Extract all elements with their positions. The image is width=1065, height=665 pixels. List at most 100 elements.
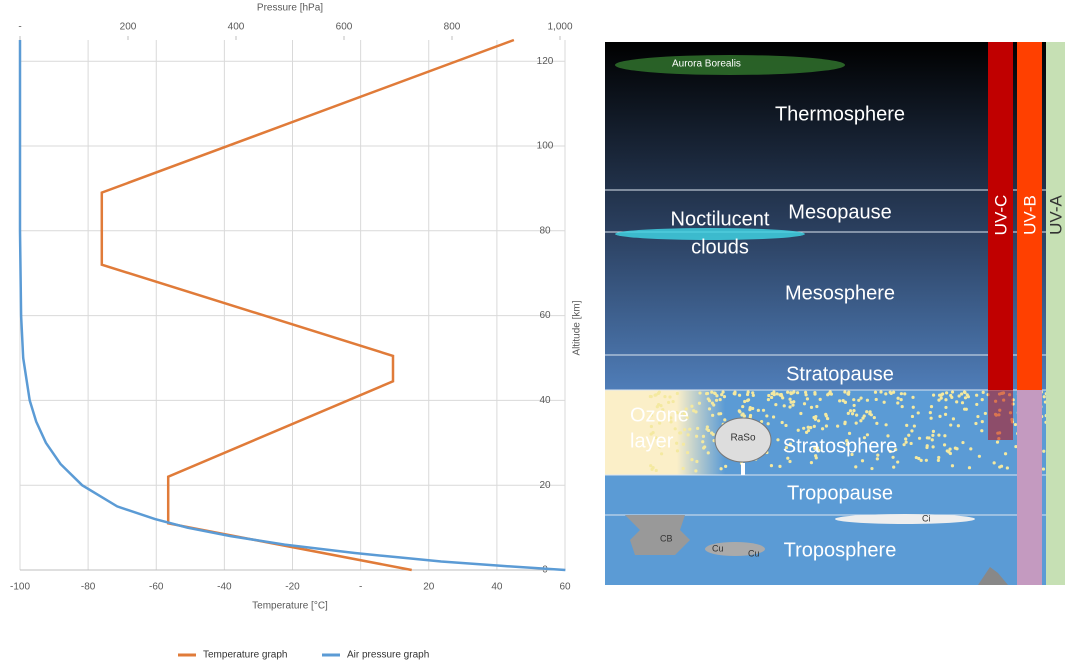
ozone-dot [774,403,778,407]
ozone-dot [899,398,903,402]
ozone-dot [806,428,811,433]
ozone-dot [1005,466,1009,470]
ozone-dot [950,390,955,394]
ozone-dot [719,467,723,471]
ozone-dot [983,411,987,416]
ozone-dot [944,405,948,410]
ozone-dot [936,458,941,462]
ozone-dot [845,442,849,446]
ozone-dot [824,424,829,428]
label: UV-B [1020,195,1039,235]
x2-tick-label: 400 [228,22,245,33]
ozone-dot [651,466,655,470]
label: Mesopause [788,201,891,223]
ozone-dot [903,392,907,396]
ozone-dot [792,400,796,404]
ozone-dot [956,424,960,428]
ozone-dot [919,458,923,462]
ozone-dot [723,418,727,422]
ozone-dot [780,420,784,425]
ozone-dot [892,465,896,469]
ozone-dot [770,395,774,400]
ozone-dot [870,466,874,471]
ozone-dot [748,406,752,410]
ozone-dot [710,390,714,394]
ozone-dot [929,404,934,409]
ozone-dot [975,393,979,397]
ozone-dot [902,443,906,447]
ozone-dot [649,413,654,417]
label: Aurora Borealis [672,59,741,70]
ozone-dot [900,404,904,409]
ozone-dot [663,395,667,399]
ozone-dot [896,396,900,400]
ozone-dot [682,428,687,432]
ozone-dot [784,423,788,428]
ozone-dot [846,411,850,415]
ozone-dot [791,403,795,407]
label: Thermosphere [775,103,905,125]
ci-cloud [835,514,975,524]
x-tick-label: -80 [81,582,96,593]
ozone-dot [957,394,961,398]
x-tick-label: -100 [10,582,30,593]
ozone-dot [654,393,658,397]
ozone-dot [720,393,724,397]
ozone-dot [937,433,941,437]
ozone-dot [929,416,933,420]
aurora-shape [615,55,845,75]
ozone-dot [969,447,973,451]
ozone-dot [813,392,817,396]
ozone-dot [669,416,673,420]
ozone-dot [766,398,771,402]
chart: Pressure [hPa] Temperature [°C] Altitude… [10,3,583,661]
uvc-bar [988,42,1013,390]
ozone-dot [884,392,888,396]
ozone-dot [673,427,677,431]
ozone-dot [854,465,858,469]
ozone-dot [848,409,853,413]
noctilucent-shape [615,228,805,240]
ozone-dot [925,445,929,450]
ozone-dot [675,411,679,415]
label: Troposphere [784,539,897,561]
ozone-dot [818,397,822,402]
ozone-dot [865,398,870,402]
ozone-dot [859,419,863,423]
ozone-dot [904,440,908,444]
ozone-dot [756,408,760,412]
ozone-dot [814,454,818,458]
uva-bar [1046,42,1065,585]
ozone-dot [686,433,690,437]
ozone-dot [675,441,679,445]
ozone-dot [931,393,936,397]
ozone-dot [714,398,719,402]
ozone-dot [865,410,869,414]
ozone-dot [980,398,984,402]
ozone-dot [826,416,830,421]
ozone-dot [654,468,658,473]
ozone-dot [655,405,659,409]
ozone-dot [809,405,814,409]
ozone-dot [745,392,750,397]
ozone-dot [788,459,792,464]
ozone-dot [654,436,658,440]
ozone-dot [769,464,774,468]
ozone-dot [888,449,892,454]
ozone-dot [815,446,820,450]
raso-probe [741,463,745,475]
ozone-dot [843,400,847,404]
ozone-dot [658,421,662,425]
ozone-dot [669,420,673,424]
ozone-dot [694,469,698,473]
ozone-dot [788,397,792,401]
ozone-dot [850,452,854,457]
label: CB [660,533,673,543]
uvb-bar [1017,42,1042,390]
uvb-low [1017,390,1042,585]
ozone-dot [721,390,725,394]
ozone-dot [659,452,664,456]
ozone-dot [738,410,742,414]
ozone-dot [707,399,712,403]
ozone-dot [796,391,800,395]
